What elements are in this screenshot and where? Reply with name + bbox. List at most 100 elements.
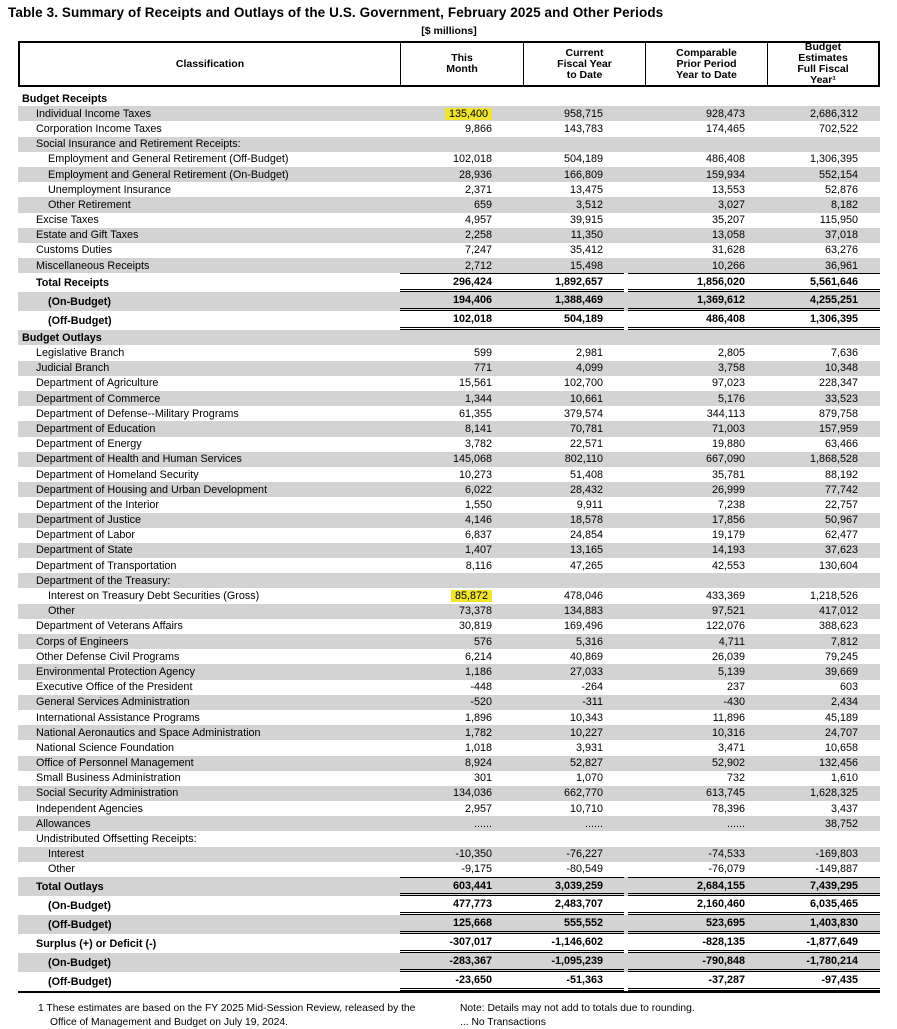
value-cell: 417,012 xyxy=(767,604,880,619)
value-group: -307,017-1,146,602 xyxy=(400,934,624,953)
table-row: Interest-10,350-76,227-74,533-169,803 xyxy=(18,847,880,862)
value-cell: 52,876 xyxy=(767,182,880,197)
value-text: 13,165 xyxy=(570,544,603,556)
value-cell: 63,276 xyxy=(767,243,880,258)
row-label: Department of Defense--Military Programs xyxy=(18,408,400,420)
row-label: (Off-Budget) xyxy=(18,976,400,988)
value-cell: 7,247 xyxy=(400,243,523,258)
value-cell: 3,931 xyxy=(523,740,624,755)
value-text: 1,610 xyxy=(831,772,858,784)
value-cell xyxy=(400,330,523,345)
row-label: Department of Transportation xyxy=(18,560,400,572)
value-text: 102,018 xyxy=(453,313,492,325)
value-cell: 39,669 xyxy=(767,664,880,679)
value-cell: 35,412 xyxy=(523,243,624,258)
value-text: 228,347 xyxy=(819,377,858,389)
value-cell: 7,812 xyxy=(767,634,880,649)
value-text: 14,193 xyxy=(712,544,745,556)
value-cell: 11,896 xyxy=(628,710,767,725)
value-text: -828,135 xyxy=(702,936,745,948)
value-text: 6,035,465 xyxy=(810,898,858,910)
row-label: Corporation Income Taxes xyxy=(18,123,400,135)
value-text: 13,553 xyxy=(712,184,745,196)
value-text: 552,154 xyxy=(819,169,858,181)
value-cell: 2,957 xyxy=(400,801,523,816)
table-row: Undistributed Offsetting Receipts: xyxy=(18,831,880,846)
value-cell: 40,869 xyxy=(523,649,624,664)
value-text: 1,388,469 xyxy=(555,294,603,306)
value-cell: 166,809 xyxy=(523,167,624,182)
value-cell: 702,522 xyxy=(767,121,880,136)
value-text: 6,022 xyxy=(465,484,492,496)
value-cell: 194,406 xyxy=(400,292,523,308)
value-text: 15,561 xyxy=(459,377,492,389)
value-cell: 35,781 xyxy=(628,467,767,482)
table-row: Budget Receipts xyxy=(18,91,880,106)
value-cell: 2,258 xyxy=(400,228,523,243)
value-cell: 552,154 xyxy=(767,167,880,182)
value-text: 8,924 xyxy=(465,757,492,769)
row-label: Department of State xyxy=(18,544,400,556)
row-label: General Services Administration xyxy=(18,696,400,708)
value-text: -283,367 xyxy=(449,955,492,967)
value-group xyxy=(628,573,880,588)
value-cell: -10,350 xyxy=(400,847,523,862)
value-text: 10,710 xyxy=(570,803,603,815)
value-cell xyxy=(400,573,523,588)
value-cell: -307,017 xyxy=(400,934,523,950)
value-text: 63,466 xyxy=(825,438,858,450)
note-no-transactions: ... No Transactions xyxy=(460,1016,695,1029)
value-cell: 2,371 xyxy=(400,182,523,197)
value-cell: 2,684,155 xyxy=(628,878,767,893)
value-text: 1,628,325 xyxy=(810,787,858,799)
value-cell: -1,877,649 xyxy=(767,934,880,950)
value-text: 78,396 xyxy=(712,803,745,815)
value-cell: 5,561,646 xyxy=(767,274,880,289)
value-text: 237 xyxy=(727,681,745,693)
value-cell: -169,803 xyxy=(767,847,880,862)
row-label: Undistributed Offsetting Receipts: xyxy=(18,833,400,845)
value-text: 4,146 xyxy=(465,514,492,526)
value-text: 52,876 xyxy=(825,184,858,196)
value-group: -283,367-1,095,239 xyxy=(400,953,624,972)
value-text: 1,218,526 xyxy=(810,590,858,602)
value-text: 1,407 xyxy=(465,544,492,556)
value-cell: 477,773 xyxy=(400,896,523,912)
value-text: 11,350 xyxy=(571,229,603,241)
value-text: -37,287 xyxy=(708,974,745,986)
value-cell: 879,758 xyxy=(767,406,880,421)
value-text: 102,018 xyxy=(453,153,492,165)
value-cell: 1,407 xyxy=(400,543,523,558)
value-cell: 134,036 xyxy=(400,786,523,801)
value-text: 166,809 xyxy=(564,169,603,181)
value-text: 879,758 xyxy=(819,408,858,420)
value-cell: -448 xyxy=(400,680,523,695)
value-text: 4,255,251 xyxy=(810,294,858,306)
value-cell: 26,039 xyxy=(628,649,767,664)
value-cell xyxy=(523,137,624,152)
row-label: Department of Commerce xyxy=(18,393,400,405)
value-cell: 8,141 xyxy=(400,421,523,436)
value-cell: 159,934 xyxy=(628,167,767,182)
value-text: 39,669 xyxy=(825,666,858,678)
